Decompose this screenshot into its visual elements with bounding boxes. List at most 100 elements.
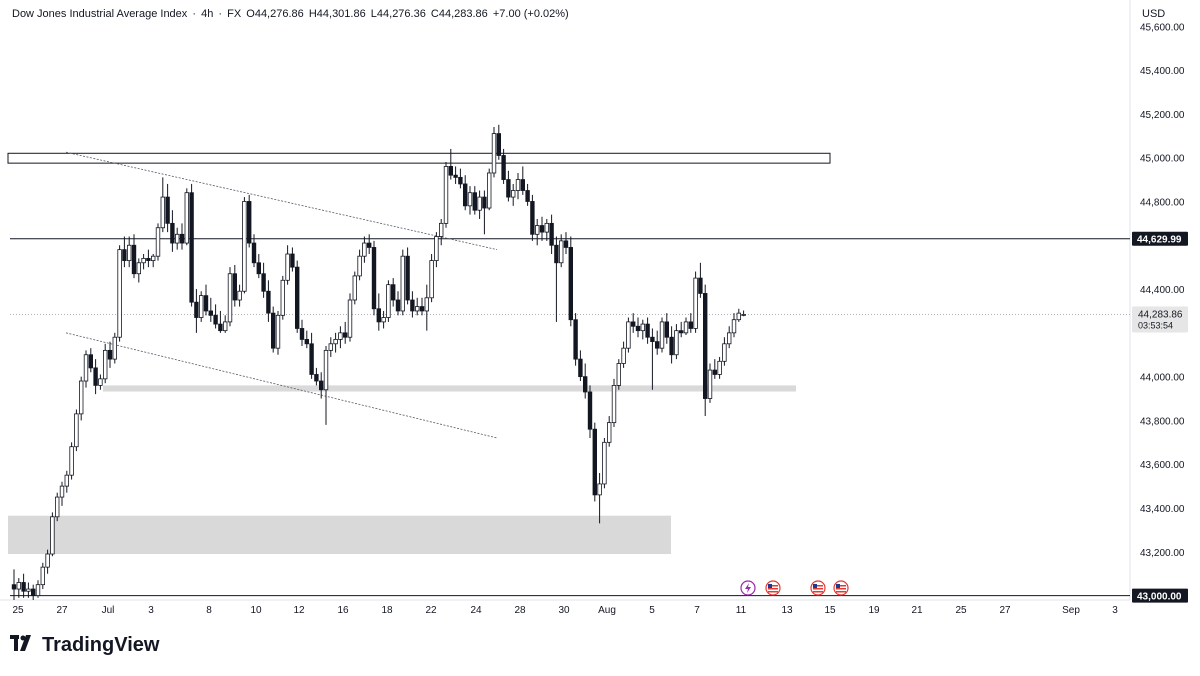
candle xyxy=(290,247,295,272)
candle xyxy=(410,291,415,318)
x-tick-label: 30 xyxy=(558,605,570,616)
demand-zone[interactable] xyxy=(8,515,671,555)
candle xyxy=(275,310,281,355)
candle-body xyxy=(290,253,295,268)
candle-body xyxy=(727,332,732,345)
candle xyxy=(712,359,717,379)
candle-body xyxy=(467,192,473,207)
us-flag-event-icon[interactable] xyxy=(810,580,826,596)
candle xyxy=(30,584,36,600)
us-flag-event-icon[interactable] xyxy=(833,580,849,596)
y-tick-label: 43,200.00 xyxy=(1140,548,1185,559)
candle-body xyxy=(362,242,367,257)
candle xyxy=(549,214,554,255)
candle-body xyxy=(554,244,559,264)
candle xyxy=(664,313,669,344)
candle-body xyxy=(395,299,401,312)
candle xyxy=(222,315,228,333)
x-tick-label: Jul xyxy=(102,605,115,616)
tradingview-logo[interactable]: TradingView xyxy=(10,634,159,657)
candle xyxy=(486,168,492,211)
candle xyxy=(117,245,122,342)
candle-body xyxy=(703,293,708,399)
candle xyxy=(659,317,665,353)
candle-body xyxy=(429,260,434,299)
candle xyxy=(45,549,50,574)
candle xyxy=(520,166,525,195)
x-tick-label: 25 xyxy=(955,605,967,616)
time-axis[interactable]: 25 27 Jul 3 8 10 12 16 18 22 24 28 30 Aug 5 7 11 13 15 19 21… xyxy=(12,605,1118,616)
price-axis[interactable]: 45,600.00 45,400.00 45,200.00 45,000.00 44,8… xyxy=(1140,22,1185,559)
candle-body xyxy=(232,273,237,301)
candle xyxy=(294,260,300,333)
candle xyxy=(688,313,693,333)
candle xyxy=(414,297,420,316)
candle xyxy=(472,186,477,215)
candle xyxy=(170,210,175,252)
candle-body xyxy=(69,446,74,476)
candle xyxy=(69,442,74,480)
candle xyxy=(35,580,41,598)
candle-body xyxy=(544,222,549,233)
candle-body xyxy=(141,257,146,264)
candle xyxy=(88,348,93,373)
x-tick-label: 18 xyxy=(381,605,393,616)
candle xyxy=(141,254,146,270)
candle xyxy=(539,216,545,241)
candle-body xyxy=(165,196,170,224)
candle-body xyxy=(251,242,257,264)
support-zone[interactable] xyxy=(103,385,796,392)
candle-body xyxy=(275,314,281,349)
y-tick-label: 43,800.00 xyxy=(1140,416,1185,427)
candle-body xyxy=(314,374,319,382)
candle-body xyxy=(631,321,636,327)
candle xyxy=(477,190,482,219)
candle-body xyxy=(179,233,185,244)
trendline-0[interactable] xyxy=(65,151,498,251)
candle-body xyxy=(688,321,693,329)
candle-body xyxy=(155,227,161,257)
x-tick-label: 5 xyxy=(649,605,655,616)
candle xyxy=(251,234,257,268)
candle xyxy=(122,236,127,268)
candle-body xyxy=(563,240,569,248)
candle-body xyxy=(635,325,641,332)
events-layer[interactable] xyxy=(740,580,849,596)
candle xyxy=(237,284,242,307)
x-tick-label: 21 xyxy=(911,605,923,616)
candle xyxy=(174,227,180,250)
x-tick-label: 24 xyxy=(470,605,482,616)
candle-body xyxy=(712,369,717,375)
candle-body xyxy=(83,354,89,382)
candle-body xyxy=(55,496,60,518)
candle-body xyxy=(419,306,425,312)
candle-body xyxy=(174,233,180,244)
trendline-1[interactable] xyxy=(65,332,498,439)
candle xyxy=(280,275,285,320)
candle-body xyxy=(679,330,684,334)
candle-body xyxy=(376,308,381,323)
candle xyxy=(376,293,381,331)
candle xyxy=(107,341,113,368)
candle xyxy=(458,168,463,189)
resistance-zone[interactable] xyxy=(7,152,831,164)
candle xyxy=(693,271,698,333)
lightning-event-icon[interactable] xyxy=(740,580,756,596)
candle xyxy=(342,321,348,344)
candle xyxy=(611,378,617,428)
symbol-name[interactable]: Dow Jones Industrial Average Index xyxy=(12,8,188,20)
interval-label[interactable]: 4h xyxy=(201,8,214,20)
candle-body xyxy=(103,349,108,380)
source-label: FX xyxy=(227,8,242,20)
candle xyxy=(683,317,689,336)
level-price-tag: 44,629.99 xyxy=(1137,235,1182,246)
y-tick-label: 43,400.00 xyxy=(1140,504,1185,515)
candle xyxy=(438,218,444,246)
currency-label[interactable]: USD xyxy=(1142,8,1166,20)
candle xyxy=(184,188,189,246)
us-flag-event-icon[interactable] xyxy=(765,580,781,596)
x-tick-label: 22 xyxy=(425,605,437,616)
